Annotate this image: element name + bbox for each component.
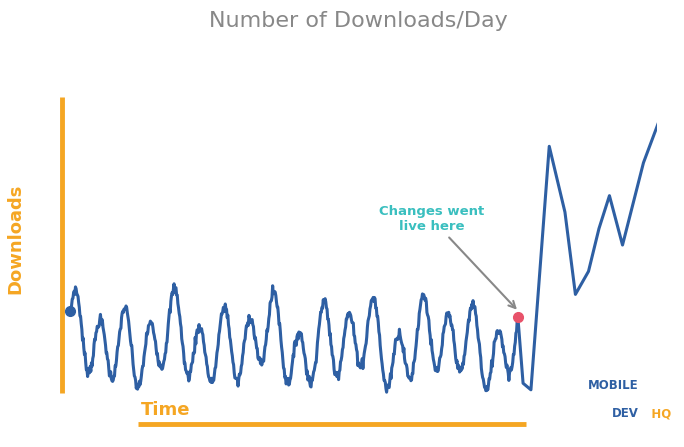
Text: DEV: DEV <box>611 407 639 420</box>
Title: Number of Downloads/Day: Number of Downloads/Day <box>209 11 508 31</box>
Text: Downloads: Downloads <box>6 183 24 294</box>
Text: MOBILE: MOBILE <box>588 380 639 392</box>
Text: Time: Time <box>140 401 190 419</box>
Text: HQ: HQ <box>639 407 671 420</box>
Text: Changes went
live here: Changes went live here <box>379 205 515 308</box>
